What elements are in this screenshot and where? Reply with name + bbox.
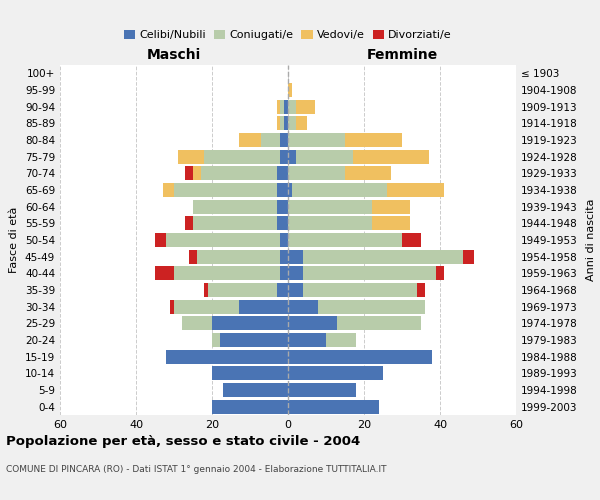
Bar (288, 333, 326, 347)
Bar (170, 300, 174, 314)
Bar (277, 166, 288, 180)
Bar (178, 150, 205, 164)
Bar (288, 166, 345, 180)
Bar (296, 116, 307, 130)
Bar (288, 350, 433, 364)
Bar (280, 233, 288, 247)
Bar (436, 266, 444, 280)
Bar (208, 283, 277, 297)
Bar (205, 283, 208, 297)
Bar (189, 250, 197, 264)
Bar (288, 83, 292, 97)
Bar (288, 233, 402, 247)
Bar (288, 116, 296, 130)
Bar (220, 333, 288, 347)
Bar (155, 233, 166, 247)
Bar (353, 150, 428, 164)
Bar (288, 100, 296, 114)
Bar (288, 216, 371, 230)
Bar (280, 150, 288, 164)
Bar (212, 333, 220, 347)
Bar (288, 316, 337, 330)
Bar (288, 283, 303, 297)
Bar (371, 216, 410, 230)
Bar (288, 266, 303, 280)
Bar (303, 283, 417, 297)
Bar (277, 200, 288, 214)
Bar (193, 216, 277, 230)
Bar (239, 300, 288, 314)
Bar (205, 150, 280, 164)
Bar (288, 183, 292, 197)
Bar (284, 116, 288, 130)
Bar (166, 350, 288, 364)
Bar (185, 166, 193, 180)
Bar (303, 250, 463, 264)
Bar (193, 200, 277, 214)
Bar (174, 300, 239, 314)
Y-axis label: Fasce di età: Fasce di età (10, 207, 19, 273)
Bar (371, 200, 410, 214)
Bar (284, 100, 288, 114)
Bar (280, 100, 284, 114)
Text: Femmine: Femmine (367, 48, 437, 62)
Bar (288, 150, 296, 164)
Bar (197, 250, 280, 264)
Bar (288, 400, 379, 414)
Bar (280, 250, 288, 264)
Bar (277, 283, 288, 297)
Bar (288, 366, 383, 380)
Y-axis label: Anni di nascita: Anni di nascita (586, 198, 596, 281)
Bar (345, 133, 402, 147)
Bar (277, 116, 280, 130)
Bar (345, 166, 391, 180)
Bar (402, 233, 421, 247)
Bar (166, 233, 280, 247)
Bar (277, 183, 288, 197)
Bar (280, 133, 288, 147)
Bar (163, 183, 174, 197)
Text: Maschi: Maschi (147, 48, 201, 62)
Text: Popolazione per età, sesso e stato civile - 2004: Popolazione per età, sesso e stato civil… (6, 435, 360, 448)
Bar (280, 116, 284, 130)
Text: COMUNE DI PINCARA (RO) - Dati ISTAT 1° gennaio 2004 - Elaborazione TUTTITALIA.IT: COMUNE DI PINCARA (RO) - Dati ISTAT 1° g… (6, 465, 386, 474)
Bar (212, 316, 288, 330)
Legend: Celibi/Nubili, Coniugati/e, Vedovi/e, Divorziati/e: Celibi/Nubili, Coniugati/e, Vedovi/e, Di… (120, 25, 456, 44)
Bar (288, 200, 371, 214)
Bar (185, 216, 193, 230)
Bar (277, 216, 288, 230)
Bar (280, 266, 288, 280)
Bar (288, 133, 345, 147)
Bar (262, 133, 280, 147)
Bar (296, 100, 314, 114)
Bar (296, 150, 353, 164)
Bar (326, 333, 356, 347)
Bar (212, 400, 288, 414)
Bar (155, 266, 174, 280)
Bar (200, 166, 277, 180)
Bar (417, 283, 425, 297)
Bar (463, 250, 474, 264)
Bar (277, 100, 280, 114)
Bar (174, 183, 277, 197)
Bar (193, 166, 200, 180)
Bar (319, 300, 425, 314)
Bar (288, 250, 303, 264)
Bar (212, 366, 288, 380)
Bar (387, 183, 444, 197)
Bar (292, 183, 387, 197)
Bar (303, 266, 436, 280)
Bar (223, 383, 288, 397)
Bar (288, 383, 356, 397)
Bar (174, 266, 280, 280)
Bar (288, 300, 319, 314)
Bar (239, 133, 262, 147)
Bar (337, 316, 421, 330)
Bar (182, 316, 212, 330)
